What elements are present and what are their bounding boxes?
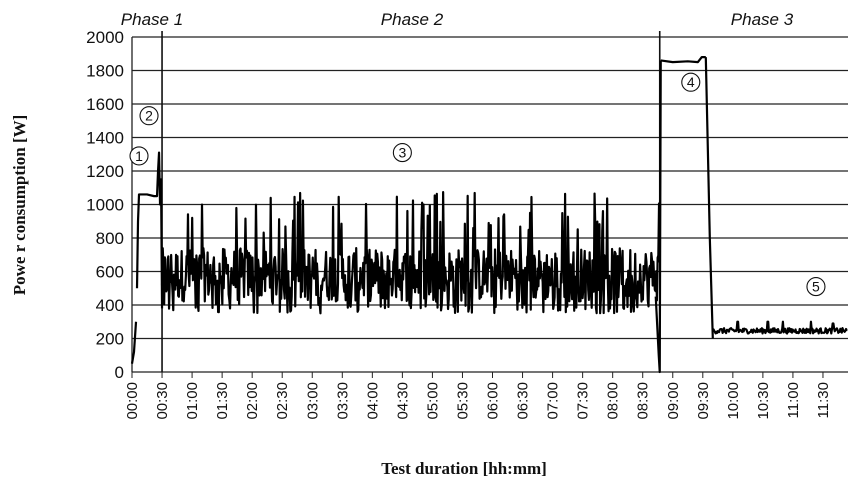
- annotation-label-5: 5: [812, 279, 820, 295]
- x-tick-label: 01:00: [184, 382, 201, 420]
- x-tick-label: 03:00: [304, 382, 321, 420]
- x-tick-label: 00:30: [154, 382, 171, 420]
- x-tick-label: 03:30: [334, 382, 351, 420]
- x-tick-label: 02:00: [244, 382, 261, 420]
- series-segment-4: [660, 56, 706, 64]
- y-tick-label: 1400: [86, 129, 124, 148]
- x-tick-label: 02:30: [274, 382, 291, 420]
- x-tick-label: 07:00: [545, 382, 562, 420]
- x-tick-label: 04:00: [364, 382, 381, 420]
- annotation-circle-1: [129, 146, 149, 166]
- x-tick-label: 01:30: [214, 382, 231, 420]
- x-tick-label: 00:00: [124, 382, 141, 420]
- annotation-label-4: 4: [687, 74, 695, 90]
- annotation-circle-2: [139, 106, 159, 126]
- series-layer: [130, 56, 848, 374]
- x-axis-title: Test duration [hh:mm]: [381, 459, 547, 478]
- x-tick-label: 07:30: [575, 382, 592, 420]
- x-axis-ticks: 00:00 00:30 01:00 01:30 02:00 02:30 03:00 03:30…: [124, 372, 832, 420]
- x-tick-label: 05:00: [424, 382, 441, 420]
- x-tick-label: 08:30: [635, 382, 652, 420]
- y-tick-label: 1600: [86, 95, 124, 114]
- y-tick-label: 200: [96, 330, 124, 349]
- x-tick-label: 11:00: [785, 382, 802, 418]
- phase-dividers: [161, 31, 661, 372]
- annotation-circle-5: [806, 277, 826, 297]
- grid-lines: [131, 36, 848, 373]
- annotations: 1 2 3 4 5: [129, 72, 826, 297]
- y-tick-label: 1000: [86, 196, 124, 215]
- annotation-label-2: 2: [145, 108, 153, 124]
- y-tick-label: 2000: [86, 28, 124, 47]
- annotation-circle-3: [392, 143, 412, 163]
- series-segment-1: [135, 151, 164, 309]
- x-tick-label: 11:30: [815, 382, 832, 418]
- x-tick-label: 05:30: [454, 382, 471, 420]
- x-tick-label: 06:30: [515, 382, 532, 420]
- y-tick-label: 1200: [86, 162, 124, 181]
- series-segment-0: [130, 321, 138, 364]
- x-tick-label: 08:00: [605, 382, 622, 420]
- annotation-label-1: 1: [135, 148, 143, 164]
- y-tick-label: 1800: [86, 62, 124, 81]
- x-tick-label: 10:30: [755, 382, 772, 420]
- phase-2-label: Phase 2: [381, 10, 444, 29]
- x-tick-label: 04:30: [394, 382, 411, 420]
- series-segment-6: [711, 320, 848, 335]
- y-tick-label: 800: [96, 229, 124, 248]
- phase-3-label: Phase 3: [731, 10, 794, 29]
- y-axis-ticks: 0 200 400 600 800 1000 1200 1400 1600 1800 2000: [86, 28, 124, 382]
- y-tick-label: 600: [96, 263, 124, 282]
- x-tick-label: 09:30: [695, 382, 712, 420]
- series-segment-3: [654, 60, 662, 374]
- x-tick-label: 10:00: [725, 382, 742, 420]
- series-segment-2: [160, 191, 661, 315]
- series-segment-5: [704, 57, 714, 339]
- y-axis-title: Powe r consumption [W]: [10, 115, 29, 296]
- x-tick-label: 09:00: [665, 382, 682, 420]
- y-tick-label: 400: [96, 296, 124, 315]
- y-tick-label: 0: [115, 363, 124, 382]
- x-tick-label: 06:00: [485, 382, 502, 420]
- phase-1-label: Phase 1: [121, 10, 183, 29]
- annotation-label-3: 3: [398, 145, 406, 161]
- annotation-circle-4: [681, 72, 701, 92]
